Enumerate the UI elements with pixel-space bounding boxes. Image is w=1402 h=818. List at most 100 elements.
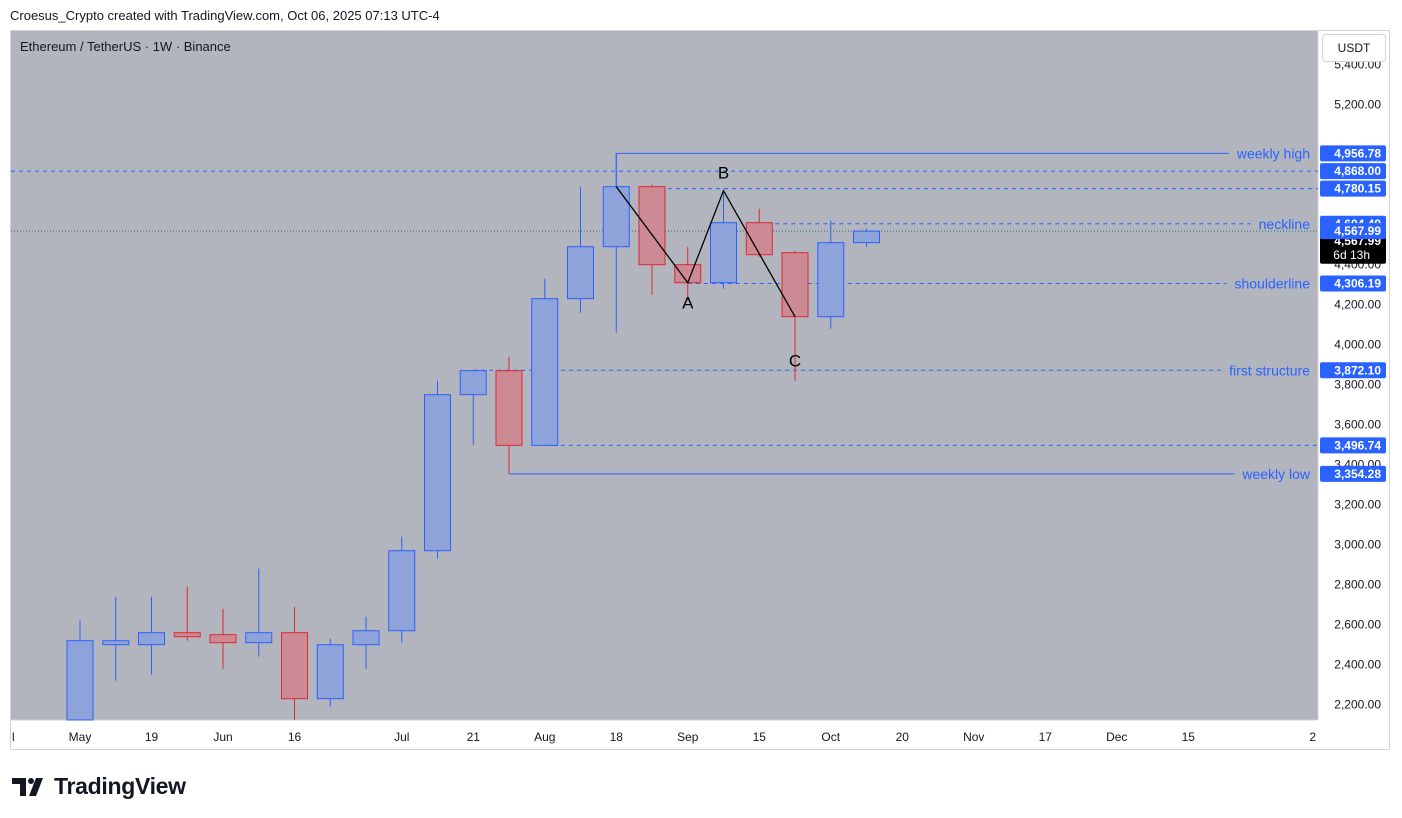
time-tick-label: Oct bbox=[821, 730, 840, 744]
price-tick-label: 3,600.00 bbox=[1334, 418, 1381, 432]
price-label-text: 3,496.74 bbox=[1334, 438, 1381, 452]
time-tick-label: 15 bbox=[1182, 730, 1196, 744]
candle[interactable] bbox=[602, 153, 630, 333]
wave-label-a[interactable]: A bbox=[682, 294, 694, 313]
candle-body bbox=[710, 222, 737, 284]
candle-body bbox=[209, 634, 237, 644]
current-price-marker[interactable]: 4,567.99 bbox=[1320, 223, 1386, 240]
price-tick-label: 3,800.00 bbox=[1334, 378, 1381, 392]
currency-button[interactable]: USDT bbox=[1322, 34, 1386, 62]
candle[interactable] bbox=[102, 596, 130, 681]
candle[interactable] bbox=[209, 608, 237, 669]
price-label-text: 3,354.28 bbox=[1334, 467, 1381, 481]
candle-body bbox=[817, 242, 845, 318]
tradingview-logo[interactable]: TradingView bbox=[12, 771, 186, 801]
candle[interactable] bbox=[173, 586, 201, 641]
price-label-bg bbox=[1320, 163, 1386, 180]
symbol-title: Ethereum / TetherUS · 1W · Binance bbox=[20, 39, 231, 54]
price-tick-label: 2,200.00 bbox=[1334, 698, 1381, 712]
time-tick-label: 17 bbox=[1039, 730, 1053, 744]
candle-body bbox=[567, 246, 594, 300]
candle-body bbox=[281, 632, 308, 700]
price-label-text: 4,868.00 bbox=[1334, 164, 1381, 178]
price-label[interactable]: 3,354.28 bbox=[1320, 465, 1386, 482]
price-label-bg bbox=[1320, 180, 1386, 197]
time-tick-label: Jul bbox=[394, 730, 409, 744]
candle-body bbox=[853, 230, 880, 244]
wave-label-c[interactable]: C bbox=[789, 352, 801, 371]
level-label[interactable]: first structure bbox=[1229, 362, 1310, 378]
current-price-marker-text: 4,567.99 bbox=[1334, 224, 1381, 238]
level-label[interactable]: neckline bbox=[1259, 216, 1311, 232]
price-label[interactable]: 3,872.10 bbox=[1320, 362, 1386, 379]
abc-wave-path[interactable] bbox=[615, 186, 796, 318]
plot-area[interactable] bbox=[11, 31, 1318, 720]
level-label[interactable]: weekly low bbox=[1241, 466, 1311, 482]
price-label-text: 4,780.15 bbox=[1334, 182, 1381, 196]
price-tick-label: 4,200.00 bbox=[1334, 298, 1381, 312]
candle[interactable] bbox=[281, 606, 308, 720]
time-tick-label: Nov bbox=[963, 730, 984, 744]
candle[interactable] bbox=[245, 568, 273, 657]
candle-body bbox=[102, 640, 130, 646]
time-tick-label: Dec bbox=[1106, 730, 1127, 744]
candle[interactable] bbox=[531, 278, 559, 446]
candle-body bbox=[781, 252, 809, 318]
candle[interactable] bbox=[388, 536, 416, 643]
price-label[interactable]: 4,956.78 bbox=[1320, 145, 1386, 162]
tradingview-logo-text: TradingView bbox=[54, 772, 186, 799]
candle[interactable] bbox=[424, 380, 451, 559]
candle[interactable] bbox=[674, 246, 702, 301]
time-tick-label: 2 bbox=[1309, 730, 1316, 744]
price-label[interactable]: 3,496.74 bbox=[1320, 437, 1386, 454]
time-axis[interactable] bbox=[11, 720, 1389, 749]
price-tick-label: 3,200.00 bbox=[1334, 498, 1381, 512]
price-label[interactable]: 4,780.15 bbox=[1320, 180, 1386, 197]
time-tick-label: Aug bbox=[534, 730, 555, 744]
candle-body bbox=[602, 186, 630, 248]
candle[interactable] bbox=[817, 220, 845, 329]
candle[interactable] bbox=[66, 620, 94, 721]
price-label-bg bbox=[1320, 465, 1386, 482]
candle[interactable] bbox=[853, 228, 880, 247]
wave-label-b[interactable]: B bbox=[718, 164, 729, 183]
time-tick-label: 20 bbox=[896, 730, 910, 744]
price-tick-label: 2,600.00 bbox=[1334, 618, 1381, 632]
candle-body bbox=[352, 630, 380, 646]
time-tick-label: 19 bbox=[145, 730, 159, 744]
candle[interactable] bbox=[352, 616, 380, 669]
price-label[interactable]: 4,868.00 bbox=[1320, 163, 1386, 180]
candle[interactable] bbox=[638, 184, 666, 295]
candle[interactable] bbox=[138, 596, 165, 675]
price-tick-label: 4,000.00 bbox=[1334, 338, 1381, 352]
candle[interactable] bbox=[316, 638, 344, 707]
time-tick-label: l bbox=[12, 730, 15, 744]
current-price-marker-bg bbox=[1320, 223, 1386, 240]
level-label[interactable]: shoulderline bbox=[1235, 275, 1311, 291]
candle-body bbox=[424, 394, 451, 552]
price-tick-label: 2,400.00 bbox=[1334, 658, 1381, 672]
candle[interactable] bbox=[459, 370, 487, 445]
time-tick-label: 18 bbox=[610, 730, 624, 744]
price-label-bg bbox=[1320, 275, 1386, 292]
candle[interactable] bbox=[710, 190, 737, 289]
price-label-bg bbox=[1320, 145, 1386, 162]
candle-body bbox=[245, 632, 273, 644]
current-price-bg bbox=[1320, 231, 1386, 264]
bar-countdown: 6d 13h bbox=[1333, 248, 1370, 262]
price-label[interactable]: 4,306.19 bbox=[1320, 275, 1386, 292]
chart-credit: Croesus_Crypto created with TradingView.… bbox=[10, 8, 440, 23]
price-label-bg bbox=[1320, 437, 1386, 454]
time-tick-label: 15 bbox=[753, 730, 767, 744]
candle-body bbox=[638, 186, 666, 266]
candle-body bbox=[459, 370, 487, 396]
candle-body bbox=[316, 644, 344, 700]
candle[interactable] bbox=[495, 356, 523, 474]
candle-body bbox=[495, 370, 523, 446]
candle-body bbox=[138, 632, 165, 646]
price-tick-label: 5,200.00 bbox=[1334, 98, 1381, 112]
tradingview-logo-icon bbox=[12, 778, 43, 796]
candle[interactable] bbox=[567, 186, 594, 313]
level-label[interactable]: weekly high bbox=[1236, 145, 1310, 161]
